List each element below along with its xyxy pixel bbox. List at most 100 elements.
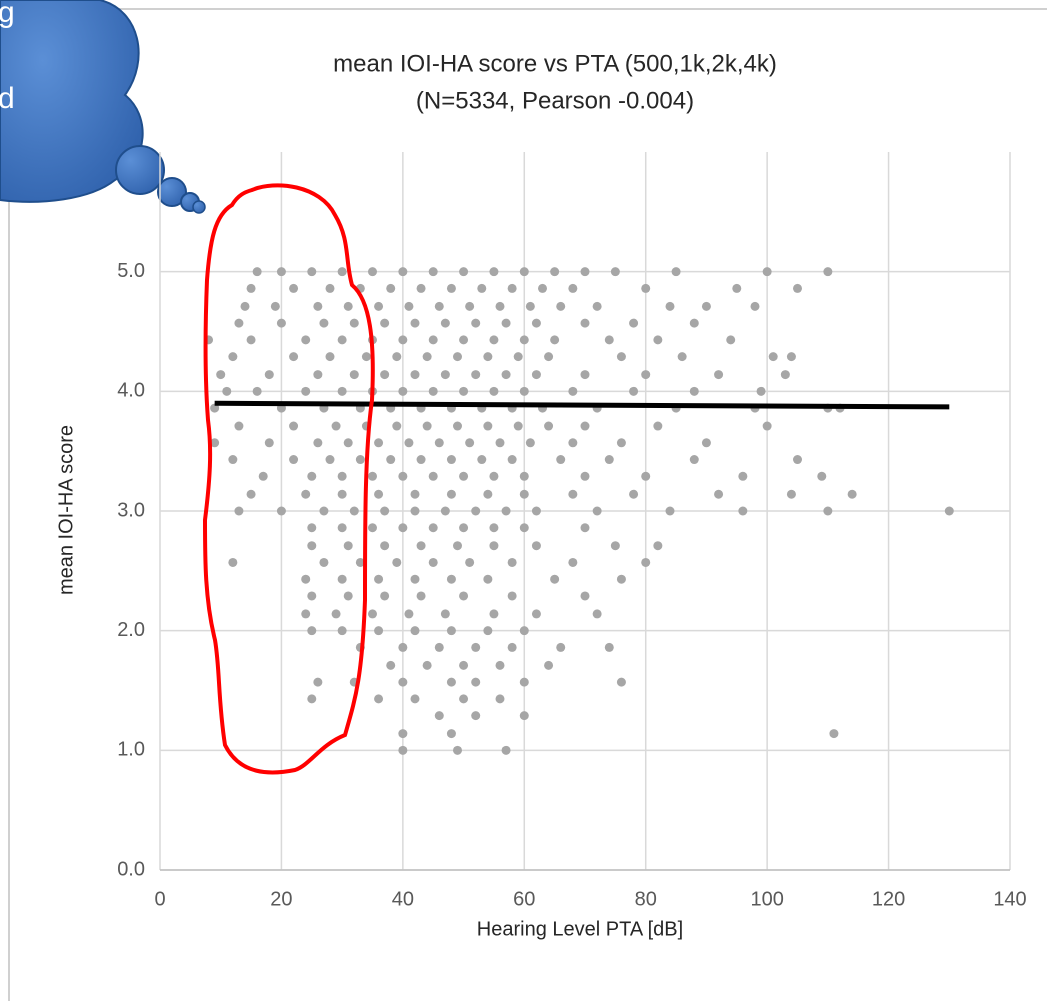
point	[507, 591, 517, 601]
point	[629, 318, 639, 328]
point	[313, 301, 323, 311]
point	[750, 301, 760, 311]
point	[374, 694, 384, 704]
point	[337, 267, 347, 277]
point	[307, 626, 317, 636]
point	[641, 557, 651, 567]
point	[416, 591, 426, 601]
point	[568, 386, 578, 396]
point	[544, 352, 554, 362]
point	[216, 370, 226, 380]
point	[319, 557, 329, 567]
x-axis-label: Hearing Level PTA [dB]	[477, 918, 683, 940]
point	[495, 438, 505, 448]
point	[289, 283, 299, 293]
point	[489, 471, 499, 481]
chart-title: mean IOI-HA score vs PTA (500,1k,2k,4k)	[333, 50, 777, 77]
point	[386, 283, 396, 293]
point	[459, 694, 469, 704]
point	[459, 471, 469, 481]
point	[568, 489, 578, 499]
point	[410, 506, 420, 516]
point	[592, 506, 602, 516]
point	[501, 506, 511, 516]
point	[374, 489, 384, 499]
point	[525, 438, 535, 448]
point	[629, 489, 639, 499]
point	[349, 318, 359, 328]
point	[446, 283, 456, 293]
point	[580, 421, 590, 431]
point	[580, 267, 590, 277]
point	[616, 352, 626, 362]
point	[252, 267, 262, 277]
point	[337, 471, 347, 481]
point	[398, 642, 408, 652]
point	[556, 642, 566, 652]
point	[580, 318, 590, 328]
point	[507, 642, 517, 652]
point	[653, 421, 663, 431]
point	[671, 267, 681, 277]
point	[428, 267, 438, 277]
point	[434, 301, 444, 311]
point	[629, 386, 639, 396]
point	[234, 506, 244, 516]
point	[738, 471, 748, 481]
point	[507, 455, 517, 465]
point	[343, 438, 353, 448]
point	[428, 557, 438, 567]
y-tick-label: 0.0	[117, 858, 145, 880]
point	[228, 455, 238, 465]
point	[276, 267, 286, 277]
point	[392, 421, 402, 431]
point	[544, 660, 554, 670]
point	[823, 506, 833, 516]
point	[641, 370, 651, 380]
trendline	[214, 400, 950, 410]
point	[701, 438, 711, 448]
point	[847, 489, 857, 499]
point	[289, 421, 299, 431]
point	[483, 489, 493, 499]
point	[307, 523, 317, 533]
point	[459, 386, 469, 396]
x-tick-label: 100	[750, 888, 783, 910]
point	[422, 660, 432, 670]
point	[519, 471, 529, 481]
point	[453, 352, 462, 362]
y-tick-label: 4.0	[117, 380, 145, 402]
point	[276, 506, 286, 516]
point	[446, 455, 456, 465]
point	[519, 489, 529, 499]
point	[392, 557, 402, 567]
point	[556, 455, 566, 465]
point	[398, 729, 408, 739]
point	[604, 455, 614, 465]
point	[374, 438, 384, 448]
point	[641, 283, 651, 293]
point	[325, 455, 335, 465]
point	[653, 335, 663, 345]
point	[459, 335, 469, 345]
point	[793, 455, 802, 465]
point	[501, 370, 511, 380]
point	[531, 370, 541, 380]
point	[550, 335, 560, 345]
point	[544, 421, 554, 431]
highlight-loop	[202, 183, 375, 775]
point	[434, 711, 444, 721]
point	[507, 557, 517, 567]
point	[398, 523, 408, 533]
point	[368, 523, 377, 533]
point	[483, 626, 493, 636]
point	[829, 729, 839, 739]
point	[714, 370, 724, 380]
point	[616, 438, 626, 448]
y-tick-label: 5.0	[117, 260, 145, 282]
point	[428, 335, 438, 345]
point	[495, 694, 505, 704]
point	[374, 574, 384, 584]
point	[762, 267, 772, 277]
